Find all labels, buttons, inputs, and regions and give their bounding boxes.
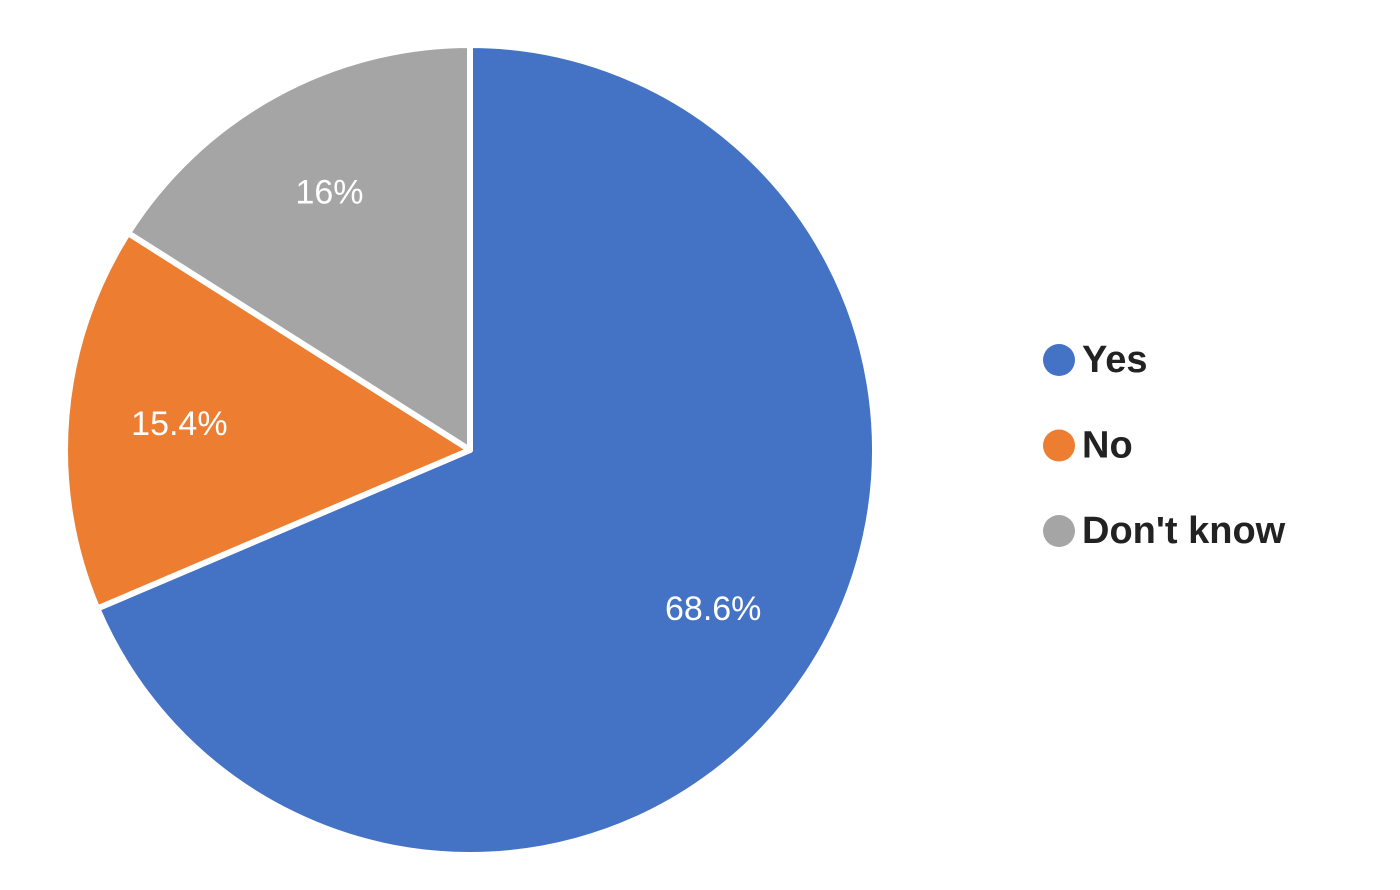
pie-slice: [62, 229, 473, 612]
data-label: 68.6%: [665, 590, 761, 628]
legend-label: No: [1082, 425, 1133, 467]
pie-slice: [94, 42, 878, 858]
pie-slice: [125, 42, 473, 453]
legend-label: Don't know: [1082, 510, 1286, 552]
legend-marker: [1043, 429, 1075, 462]
legend-label: Yes: [1082, 339, 1148, 381]
legend-marker: [1043, 344, 1075, 376]
data-label: 15.4%: [131, 405, 227, 443]
data-label: 16%: [295, 173, 363, 211]
legend-marker: [1043, 515, 1075, 547]
